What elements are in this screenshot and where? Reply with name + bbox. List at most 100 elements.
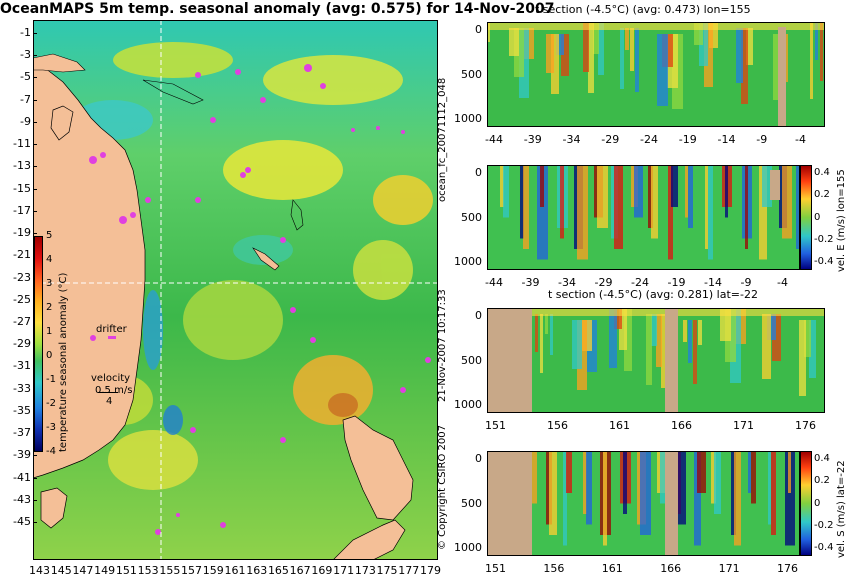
map-lat-tick-label: -27: [13, 314, 31, 328]
map-colorbar-tick: 1: [46, 326, 53, 337]
section-x-tick: 151: [485, 562, 506, 575]
section-depth-tick: 500: [461, 67, 482, 81]
section-colorbar-tick: -0.4: [814, 542, 834, 553]
map-colorbar-tick: 5: [46, 230, 53, 241]
map-lon-tick-label: 153: [137, 564, 159, 577]
section-x-tick: 166: [660, 562, 682, 575]
map-lat-tick-label: -5: [20, 70, 31, 84]
section-x-tick: 151: [485, 419, 506, 432]
velocity-arrow-icon: [98, 392, 118, 393]
section-x-tick: -14: [704, 276, 722, 289]
section-depth-tick: 500: [461, 353, 482, 367]
map-lat-tick-label: -25: [13, 292, 31, 306]
map-colorbar-tick: 0: [46, 350, 53, 361]
cool-patches: [73, 100, 293, 435]
velocity-legend-label: velocity: [91, 373, 131, 384]
map-colorbar-tick: 2: [46, 302, 53, 313]
map-lat-tick-label: -17: [13, 203, 31, 217]
section-depth-tick: 0: [475, 23, 482, 36]
section-x-tick: 156: [543, 562, 565, 575]
map-lat-tick-mark: [33, 33, 37, 34]
map-lat-tick-mark: [33, 55, 37, 57]
map-lat-tick-mark: [33, 77, 37, 79]
map-lon-tick-label: 177: [398, 564, 420, 577]
map-lon-tick-label: 173: [354, 564, 376, 577]
section-x-tick: -39: [521, 276, 540, 289]
vanuatu-islands: [290, 199, 304, 231]
section-depth-tick: 1000: [454, 541, 482, 554]
map-colorbar-tick: -4: [46, 446, 56, 457]
map-lat-tick-label: -29: [13, 337, 31, 351]
map-lon-tick-label: 143: [29, 564, 50, 577]
section-colorbar-tick: 0.2: [814, 189, 830, 201]
copyright-label: © Copyright CSIRO 2007: [437, 425, 448, 550]
map-lat-tick-mark: [33, 188, 37, 190]
map-lon-tick-label: 157: [181, 564, 203, 577]
map-lon-tick-label: 169: [311, 564, 333, 577]
section-colorbar-tick: 0.2: [814, 475, 830, 487]
vel-e-colorbar-label: vel. E (m/s) lon=155: [836, 169, 847, 272]
map-lon-tick-label: 149: [94, 564, 116, 577]
section-depth-tick: 500: [461, 496, 482, 510]
map-lat-tick-label: -35: [13, 403, 31, 417]
drifter-legend-label: drifter: [96, 324, 127, 335]
map-lon-tick-label: 163: [246, 564, 268, 577]
section-x-tick: -39: [523, 133, 542, 146]
section-x-tick: 176: [795, 419, 816, 432]
map-lat-tick-label: -7: [20, 92, 31, 106]
map-lon-tick-label: 159: [202, 564, 224, 577]
temp-section-panel: [487, 308, 825, 413]
map-lat-tick-mark: [33, 121, 37, 123]
map-lat-tick-mark: [33, 477, 37, 479]
section-x-tick: 156: [547, 419, 568, 432]
map-lat-tick-mark: [33, 455, 37, 457]
section-x-tick: -9: [756, 133, 768, 146]
map-lat-tick-label: -21: [13, 248, 31, 262]
section-depth-tick: 1000: [454, 398, 482, 411]
section-x-tick: -24: [631, 276, 649, 289]
section-x-tick: -34: [562, 133, 581, 146]
section-colorbar-tick: 0.4: [814, 453, 830, 464]
map-lon-tick-label: 161: [224, 564, 246, 577]
map-lon-tick-label: 145: [50, 564, 72, 577]
map-lon-tick-label: 155: [159, 564, 181, 577]
nz-north-land: [342, 415, 414, 521]
page-title: OceanMAPS 5m temp. seasonal anomaly (avg…: [0, 1, 555, 17]
map-lat-tick-mark: [33, 499, 37, 501]
map-colorbar-tick: 4: [46, 254, 53, 265]
section-x-tick: -34: [558, 276, 576, 289]
file-label: ocean_fc_20071112_048: [437, 77, 448, 202]
map-lat-tick-label: -1: [20, 26, 31, 39]
vel-s-colorbar: [800, 451, 812, 556]
map-colorbar: [34, 236, 43, 452]
map-colorbar-tick: -2: [46, 398, 56, 409]
section-x-tick: 161: [609, 419, 630, 432]
map-lat-tick-mark: [33, 522, 37, 523]
section-colorbar-tick: -0.4: [814, 256, 834, 267]
section-colorbar-tick: 0.4: [814, 167, 830, 178]
png-land: [33, 53, 86, 73]
drifter-legend-marker: [108, 336, 116, 339]
solomon-islands: [142, 79, 204, 105]
temp-section-panel: [487, 22, 825, 127]
section-depth-tick: 500: [461, 210, 482, 224]
section-x-tick: -44: [485, 276, 503, 289]
section-colorbar-tick: -0.2: [814, 233, 834, 245]
map-lat-tick-mark: [33, 144, 37, 146]
section-colorbar-tick: 0: [814, 497, 821, 509]
date-label: 21-Nov-2007 10:17:33: [437, 289, 448, 402]
map-lat-tick-label: -37: [13, 426, 31, 440]
section-x-tick: 176: [777, 562, 798, 575]
section-depth-tick: 1000: [454, 255, 482, 268]
section-colorbar-tick: 0: [814, 211, 821, 223]
cape-land: [50, 105, 74, 141]
section-depth-tick: 0: [475, 309, 482, 322]
section-title: t section (-4.5°C) (avg: 0.281) lat=-22: [548, 288, 758, 301]
map-lat-tick-label: -19: [13, 226, 31, 240]
map-lat-tick-mark: [33, 210, 37, 212]
map-lon-tick-label: 179: [420, 564, 441, 577]
map-lat-tick-label: -45: [13, 515, 31, 528]
section-depth-tick: 1000: [454, 112, 482, 125]
section-colorbar-tick: -0.2: [814, 519, 834, 531]
vel-s-colorbar-label: vel. S (m/s) lat=-22: [836, 460, 847, 558]
